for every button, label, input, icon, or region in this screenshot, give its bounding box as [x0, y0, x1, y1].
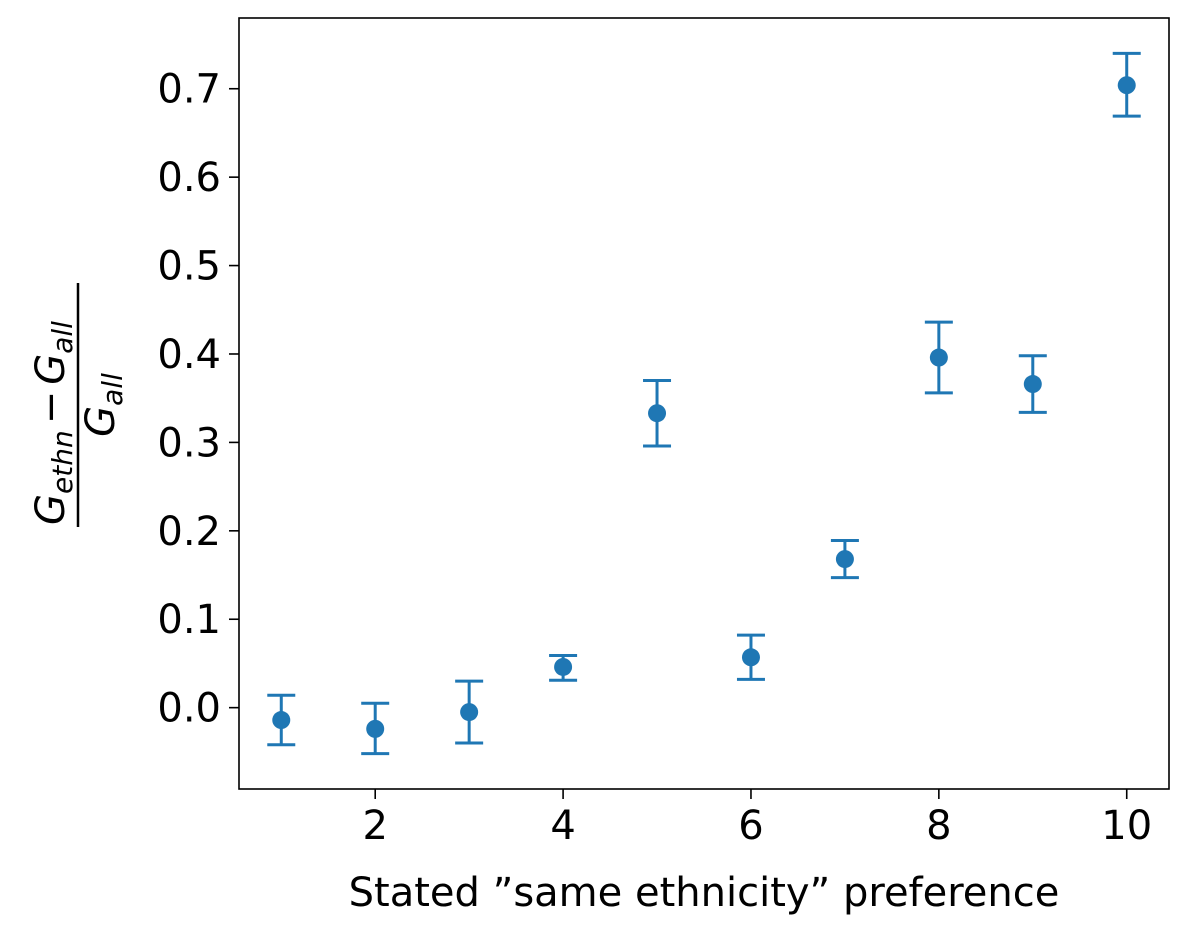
data-point-group	[1112, 51, 1141, 118]
y-tick-label: 0.1	[157, 597, 221, 643]
data-point-group	[549, 653, 578, 682]
y-label-numerator-sub: ethn	[46, 430, 79, 494]
data-point	[554, 657, 573, 676]
data-point	[1023, 375, 1042, 394]
y-tick-label: 0.6	[157, 155, 221, 201]
x-tick-label: 2	[362, 803, 387, 849]
y-label-numerator-g: G	[28, 494, 74, 525]
data-point	[272, 711, 291, 730]
y-tick-label: 0.0	[157, 686, 221, 732]
y-tick-label: 0.7	[157, 67, 221, 113]
x-tick-label: 6	[738, 803, 763, 849]
y-label-minus: −	[28, 391, 74, 425]
y-label-numerator-g2: G	[28, 354, 74, 385]
x-tick-label: 8	[926, 803, 951, 849]
y-label-numerator-sub2: all	[46, 321, 79, 354]
y-label-denominator-g: G	[78, 406, 124, 437]
y-axis-label: Gethn−Gall Gall	[28, 283, 129, 527]
y-axis: 0.0 0.1 0.2 0.3 0.4 0.5 0.6 0.7	[157, 67, 239, 732]
x-tick-label: 10	[1101, 803, 1152, 849]
data-point	[460, 703, 479, 722]
data-point	[366, 719, 385, 738]
svg-text:Gethn−Gall: Gethn − Gall	[28, 321, 79, 525]
data-point-group	[736, 633, 765, 681]
data-point	[929, 348, 948, 367]
data-point-group	[1018, 354, 1047, 414]
y-label-denominator-sub: all	[96, 373, 129, 406]
y-tick-label: 0.3	[157, 420, 221, 466]
y-tick-label: 0.5	[157, 244, 221, 290]
data-point-group	[924, 320, 953, 395]
x-tick-label: 4	[550, 803, 575, 849]
data-point-group	[643, 379, 672, 448]
x-axis: 2 4 6 8 10	[362, 789, 1152, 849]
data-point-group	[830, 539, 859, 580]
data-point	[648, 404, 667, 423]
data-point-group	[267, 693, 296, 747]
svg-text:Gall: Gall	[78, 373, 129, 437]
data-point-group	[361, 701, 390, 756]
data-point	[1117, 76, 1136, 95]
y-tick-label: 0.4	[157, 332, 221, 378]
y-tick-label: 0.2	[157, 509, 221, 555]
data-point-group	[455, 679, 484, 745]
axes-frame	[238, 17, 1170, 790]
data-point	[741, 648, 760, 667]
plot-area	[267, 51, 1141, 756]
x-axis-label: Stated ”same ethnicity” preference	[349, 870, 1060, 916]
data-point	[835, 550, 854, 569]
